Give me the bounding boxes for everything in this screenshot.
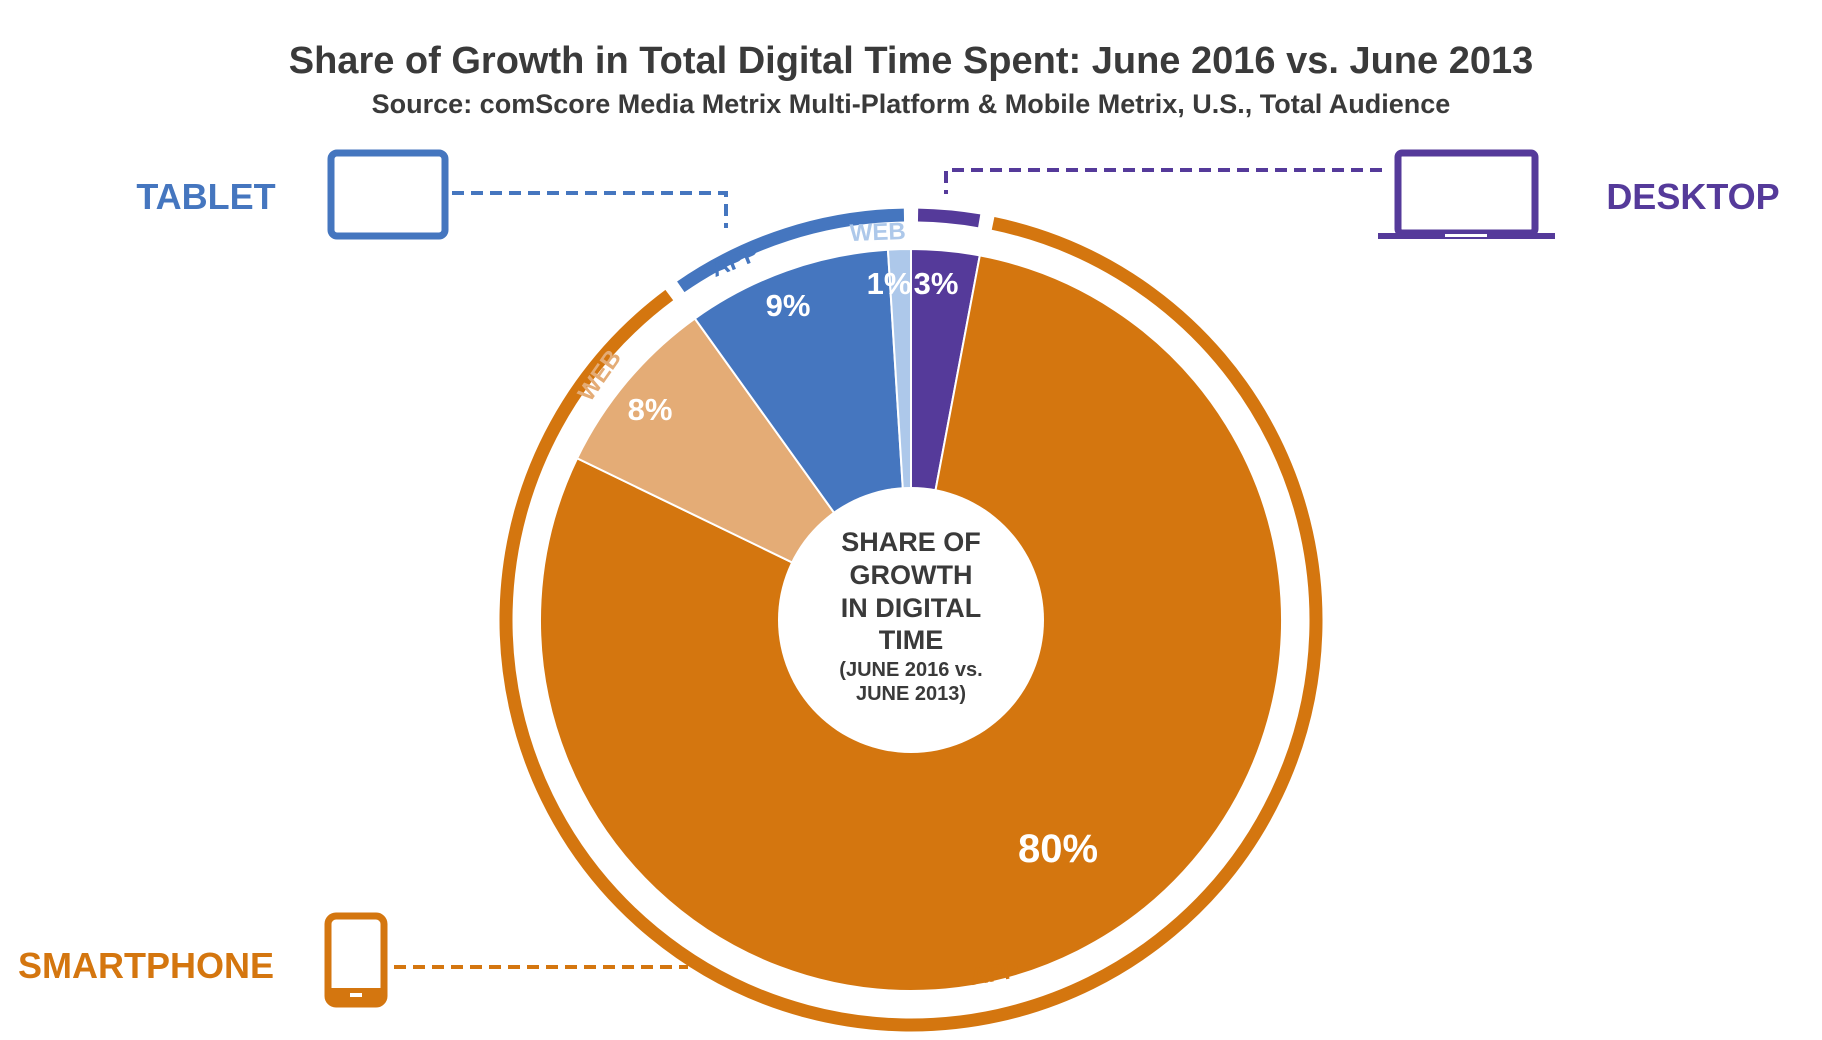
center-line-1: SHARE OF [841, 527, 981, 557]
desktop-ring [917, 208, 981, 228]
desktop-label: DESKTOP [1606, 176, 1779, 217]
center-line-3: IN DIGITAL [841, 593, 981, 623]
chart-subtitle: Source: comScore Media Metrix Multi-Plat… [372, 89, 1451, 119]
tablet-label: TABLET [136, 176, 275, 217]
center-label: SHARE OF GROWTH IN DIGITAL TIME (JUNE 20… [839, 527, 982, 705]
outer-device-rings [499, 208, 1323, 1032]
center-hole [778, 487, 1044, 753]
center-line-2: GROWTH [850, 560, 973, 590]
tablet-ring [677, 208, 905, 293]
tablet-icon [327, 149, 449, 240]
tablet-leader-line [452, 191, 728, 228]
chart-title: Share of Growth in Total Digital Time Sp… [289, 40, 1533, 82]
desktop-leader-line [944, 168, 1382, 194]
tablet-group: TABLET [136, 149, 728, 240]
ring-label-tablet-web: WEB [849, 218, 906, 247]
smartphone-group: SMARTPHONE [18, 912, 688, 1008]
slice-label-smartphone-web: 8% [628, 392, 673, 427]
desktop-group: DESKTOP [944, 149, 1780, 239]
center-subline-1: (JUNE 2016 vs. [839, 659, 982, 681]
smartphone-ring [499, 217, 1323, 1032]
smartphone-icon [324, 912, 388, 1008]
ring-label-tablet-app: APP [707, 239, 763, 283]
laptop-icon [1378, 149, 1555, 239]
smartphone-label: SMARTPHONE [18, 945, 274, 986]
slice-label-desktop: 3% [914, 266, 959, 301]
center-subline-2: JUNE 2013) [856, 683, 966, 705]
slice-label-tablet-app: 9% [766, 288, 811, 323]
slice-label-tablet-web: 1% [867, 266, 912, 301]
center-line-4: TIME [879, 625, 944, 655]
slice-label-smartphone-app: 80% [1018, 827, 1098, 871]
